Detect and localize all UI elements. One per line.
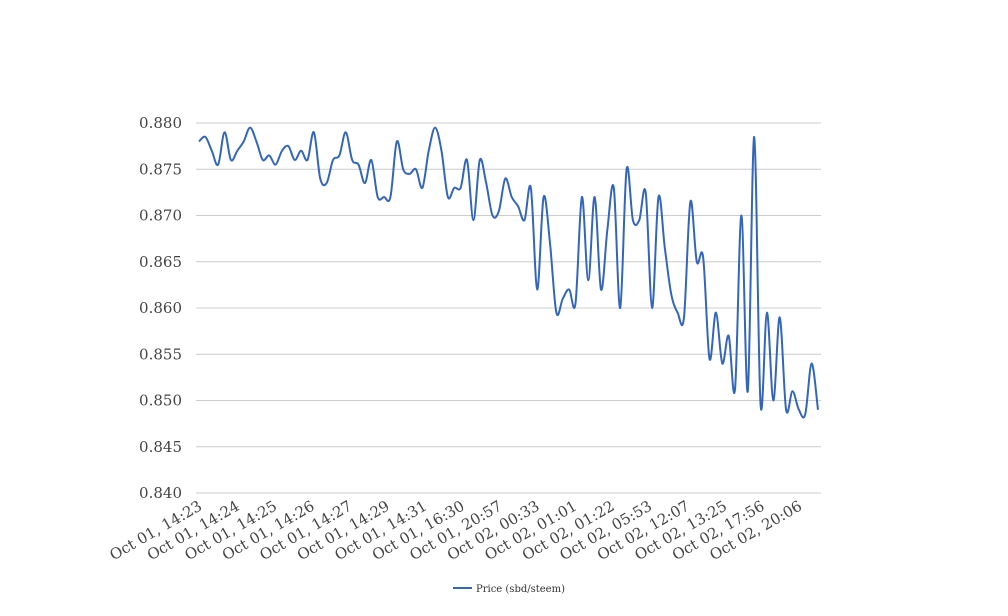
y-tick-label: 0.865: [139, 253, 182, 271]
y-axis-tick-labels: 0.840 0.845 0.850 0.855 0.860 0.865 0.870 0.875…: [139, 114, 182, 502]
y-tick-label: 0.880: [139, 114, 182, 132]
y-tick-label: 0.870: [139, 207, 182, 225]
y-tick-label: 0.845: [139, 438, 182, 456]
legend: Price (sbd/steem): [453, 584, 565, 595]
y-tick-label: 0.855: [139, 345, 182, 363]
series-group: [198, 126, 819, 419]
legend-label: Price (sbd/steem): [476, 584, 565, 595]
y-tick-label: 0.875: [139, 160, 182, 178]
y-tick-label: 0.860: [139, 299, 182, 317]
y-tick-label: 0.850: [139, 392, 182, 410]
y-tick-label: 0.840: [139, 484, 182, 502]
grid-lines: [196, 122, 821, 494]
series-line-price: [198, 126, 819, 419]
